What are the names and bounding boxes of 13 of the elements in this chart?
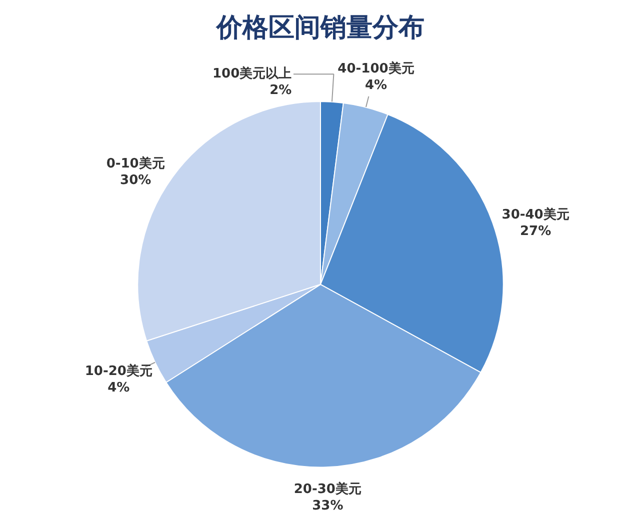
data-label: 4% <box>108 380 130 396</box>
slice-label: 40-100美元 <box>338 60 414 77</box>
chart-title: 价格区间销量分布 <box>216 12 424 43</box>
data-label: 33% <box>312 498 344 514</box>
data-label: 27% <box>520 224 552 239</box>
data-label: 30% <box>120 172 152 188</box>
slice-label: 30-40美元 <box>502 206 570 222</box>
slice-label: 0-10美元 <box>106 155 165 172</box>
data-label: 4% <box>364 78 388 94</box>
slice-label: 20-30美元 <box>294 480 362 497</box>
data-label: 2% <box>270 83 292 98</box>
slice-label: 10-20美元 <box>84 363 152 380</box>
slice-label: 100美元以上 <box>212 66 292 82</box>
